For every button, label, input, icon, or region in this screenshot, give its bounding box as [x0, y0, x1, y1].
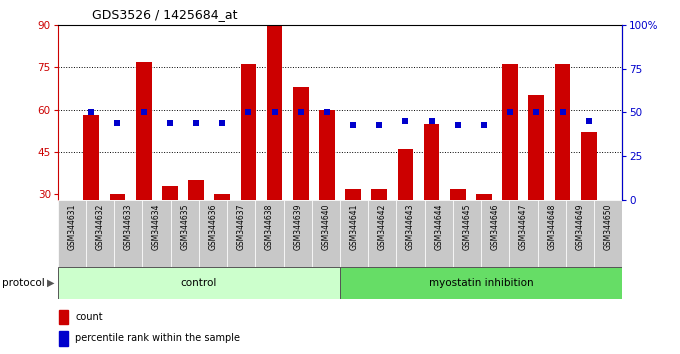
Bar	[450, 189, 466, 200]
Text: GSM344640: GSM344640	[322, 203, 330, 250]
Text: control: control	[181, 278, 217, 288]
Point	[138, 110, 149, 115]
Point	[531, 110, 542, 115]
Text: GSM344635: GSM344635	[180, 203, 189, 250]
Bar	[109, 194, 125, 200]
Text: GDS3526 / 1425684_at: GDS3526 / 1425684_at	[92, 8, 237, 21]
Text: GSM344632: GSM344632	[96, 203, 105, 250]
FancyBboxPatch shape	[143, 200, 171, 267]
Bar	[267, 25, 282, 200]
Point	[374, 122, 385, 127]
Bar	[59, 309, 68, 324]
Point	[217, 120, 228, 126]
Point	[557, 110, 568, 115]
Text: GSM344647: GSM344647	[519, 203, 528, 250]
Point	[295, 110, 306, 115]
Text: GSM344631: GSM344631	[67, 203, 76, 250]
FancyBboxPatch shape	[58, 267, 340, 299]
Text: GSM344648: GSM344648	[547, 203, 556, 250]
Text: protocol: protocol	[2, 278, 45, 288]
FancyBboxPatch shape	[340, 200, 369, 267]
Bar	[371, 189, 387, 200]
Text: GSM344646: GSM344646	[491, 203, 500, 250]
Bar	[136, 62, 152, 200]
Bar	[293, 87, 309, 200]
Point	[190, 120, 201, 126]
Point	[400, 118, 411, 124]
FancyBboxPatch shape	[199, 200, 227, 267]
Text: GSM344636: GSM344636	[209, 203, 218, 250]
FancyBboxPatch shape	[340, 267, 622, 299]
Point	[322, 110, 333, 115]
FancyBboxPatch shape	[86, 200, 114, 267]
Point	[583, 118, 594, 124]
Text: ▶: ▶	[47, 278, 54, 288]
Text: GSM344650: GSM344650	[604, 203, 613, 250]
FancyBboxPatch shape	[594, 200, 622, 267]
Point	[269, 110, 280, 115]
Text: GSM344643: GSM344643	[406, 203, 415, 250]
FancyBboxPatch shape	[256, 200, 284, 267]
Text: GSM344644: GSM344644	[435, 203, 443, 250]
Text: myostatin inhibition: myostatin inhibition	[429, 278, 533, 288]
Bar	[555, 64, 571, 200]
Text: GSM344639: GSM344639	[293, 203, 302, 250]
Text: GSM344645: GSM344645	[462, 203, 471, 250]
FancyBboxPatch shape	[284, 200, 312, 267]
FancyBboxPatch shape	[227, 200, 256, 267]
Text: percentile rank within the sample: percentile rank within the sample	[75, 333, 240, 343]
Text: count: count	[75, 312, 103, 322]
Point	[86, 110, 97, 115]
Text: GSM344637: GSM344637	[237, 203, 245, 250]
FancyBboxPatch shape	[369, 200, 396, 267]
Bar	[162, 186, 177, 200]
Bar	[398, 149, 413, 200]
Text: GSM344638: GSM344638	[265, 203, 274, 250]
Bar	[581, 132, 596, 200]
FancyBboxPatch shape	[396, 200, 425, 267]
FancyBboxPatch shape	[171, 200, 199, 267]
FancyBboxPatch shape	[566, 200, 594, 267]
Bar	[319, 110, 335, 200]
FancyBboxPatch shape	[538, 200, 566, 267]
Point	[426, 118, 437, 124]
Point	[243, 110, 254, 115]
Point	[479, 122, 490, 127]
Bar	[214, 194, 230, 200]
Text: GSM344634: GSM344634	[152, 203, 161, 250]
FancyBboxPatch shape	[114, 200, 143, 267]
FancyBboxPatch shape	[481, 200, 509, 267]
Bar	[528, 96, 544, 200]
Point	[347, 122, 358, 127]
Text: GSM344641: GSM344641	[350, 203, 358, 250]
Text: GSM344649: GSM344649	[575, 203, 584, 250]
Bar	[424, 124, 439, 200]
Bar	[345, 189, 361, 200]
FancyBboxPatch shape	[58, 200, 86, 267]
Bar	[84, 115, 99, 200]
Text: GSM344642: GSM344642	[378, 203, 387, 250]
Bar	[503, 64, 518, 200]
Text: GSM344633: GSM344633	[124, 203, 133, 250]
FancyBboxPatch shape	[312, 200, 340, 267]
FancyBboxPatch shape	[509, 200, 538, 267]
Point	[505, 110, 515, 115]
Bar	[59, 331, 68, 346]
Point	[165, 120, 175, 126]
Bar	[188, 180, 204, 200]
Bar	[476, 194, 492, 200]
Point	[452, 122, 463, 127]
FancyBboxPatch shape	[425, 200, 453, 267]
Point	[112, 120, 123, 126]
Bar	[241, 64, 256, 200]
FancyBboxPatch shape	[453, 200, 481, 267]
